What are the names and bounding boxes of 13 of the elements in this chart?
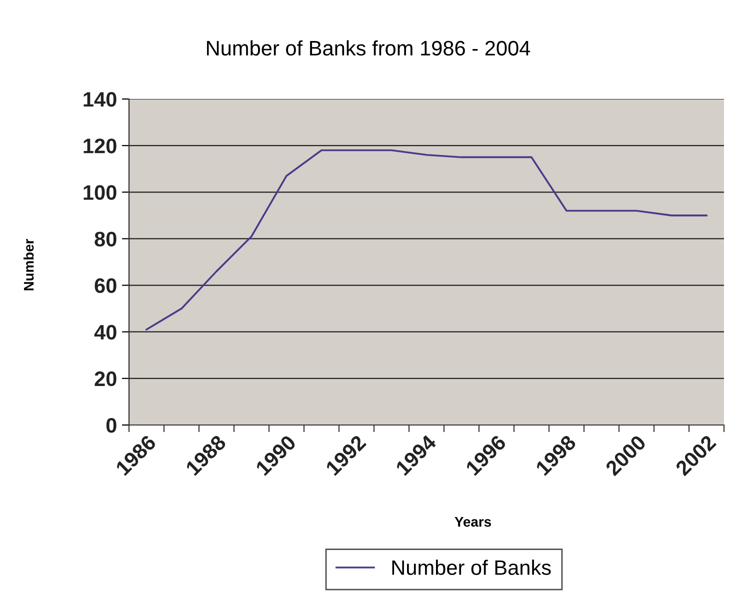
y-tick-label: 60 [94, 278, 116, 294]
y-tick-label: 120 [84, 138, 116, 154]
y-axis-title: Number [24, 238, 34, 290]
y-tick-label: 20 [94, 371, 116, 386]
line-series [146, 149, 708, 330]
legend-label: Number of Banks [392, 560, 551, 575]
y-tick-label: 40 [94, 324, 116, 340]
y-tick-label: 100 [84, 185, 116, 200]
y-tick-label: 140 [84, 92, 116, 107]
y-tick-label: 0 [106, 418, 116, 433]
chart-title: Number of Banks from 1986 - 2004 [207, 40, 530, 56]
y-tick-label: 80 [94, 232, 116, 246]
x-axis-title: Years [454, 517, 491, 527]
